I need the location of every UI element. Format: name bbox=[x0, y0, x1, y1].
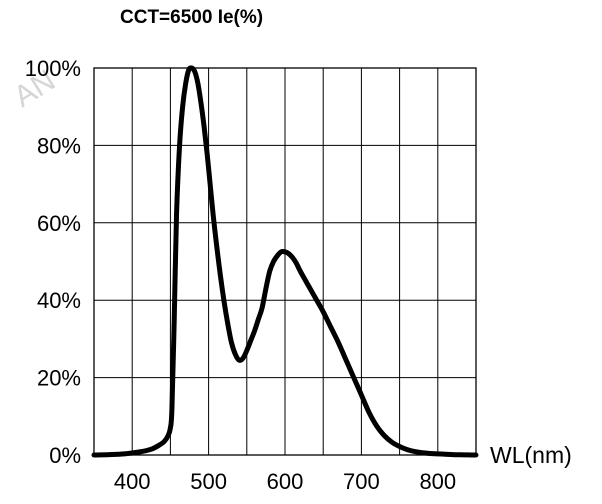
spectrum-line bbox=[91, 65, 479, 458]
chart-title-text: CCT=6500 Ie(%) bbox=[120, 7, 263, 28]
y-tick-label: 40% bbox=[37, 288, 81, 313]
x-axis-label: WL(nm) bbox=[490, 442, 572, 468]
x-tick-labels: 400 500 600 700 800 bbox=[114, 469, 456, 494]
plot-frame bbox=[93, 67, 477, 456]
y-tick-labels: 0% 20% 40% 60% 80% 100% bbox=[25, 56, 81, 468]
y-tick-label: 80% bbox=[37, 133, 81, 158]
chart-title: CCT=6500 Ie(%) bbox=[120, 7, 263, 28]
x-tick-label: 600 bbox=[267, 469, 304, 494]
y-tick-label: 20% bbox=[37, 366, 81, 391]
x-tick-label: 700 bbox=[343, 469, 380, 494]
y-tick-label: 0% bbox=[49, 443, 81, 468]
grid-lines bbox=[93, 67, 477, 456]
x-tick-label: 800 bbox=[419, 469, 456, 494]
x-tick-label: 500 bbox=[190, 469, 227, 494]
y-tick-label: 60% bbox=[37, 211, 81, 236]
y-tick-label: 100% bbox=[25, 56, 81, 81]
series-layer bbox=[91, 65, 479, 458]
x-tick-label: 400 bbox=[114, 469, 151, 494]
